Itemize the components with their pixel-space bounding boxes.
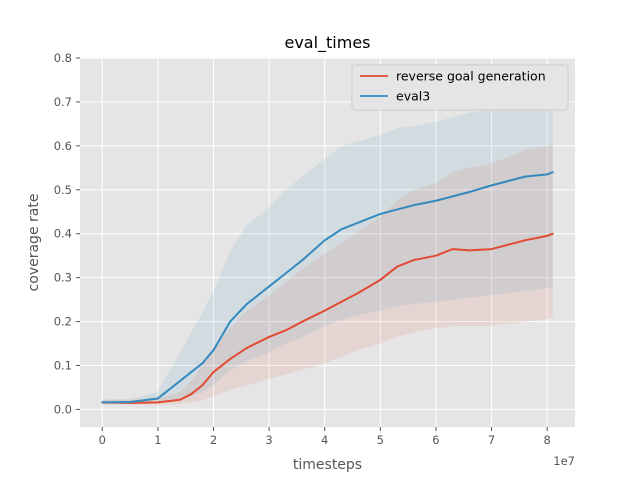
point-reverse-goal-generation [551,232,554,235]
point-eval3 [435,199,437,202]
point-eval3 [524,175,526,178]
legend-frame [351,64,569,111]
chart-title: eval_times [284,33,370,53]
legend: reverse goal generation eval3 [351,64,569,111]
y-tick-label: 0.5 [54,183,72,197]
point-reverse-goal-generation [229,358,232,360]
point-eval3 [168,388,170,391]
point-reverse-goal-generation [268,336,270,338]
x-axis-label: timesteps [293,457,362,473]
point-eval3 [301,259,304,261]
x-tick-label: 0 [99,433,106,447]
point-reverse-goal-generation [156,401,159,404]
point-reverse-goal-generation [412,259,415,261]
point-reverse-goal-generation [524,239,526,242]
point-eval3 [101,401,104,404]
x-tick-label: 1 [154,433,161,447]
y-tick-label: 0.4 [54,227,72,241]
point-reverse-goal-generation [190,393,193,395]
point-eval3 [507,180,510,182]
x-tick-label: 7 [488,433,495,447]
point-eval3 [357,221,359,224]
point-reverse-goal-generation [507,243,510,246]
y-axis-ticks: 0.0 0.1 0.2 0.3 0.4 0.5 0.6 0.7 0.8 [54,51,80,416]
point-eval3 [379,213,382,215]
point-reverse-goal-generation [201,384,204,387]
x-axis-ticks: 0 1 2 3 4 5 6 7 8 [99,427,551,447]
y-tick-label: 0.2 [54,315,72,329]
point-eval3 [396,208,398,211]
y-tick-label: 0.7 [54,95,72,109]
point-eval3 [412,204,415,207]
point-reverse-goal-generation [301,320,304,323]
point-reverse-goal-generation [468,249,471,252]
point-eval3 [468,191,471,193]
point-eval3 [190,371,193,373]
legend-label-eval3: eval3 [396,89,430,104]
x-tick-label: 5 [377,433,384,447]
x-tick-label: 6 [432,433,439,447]
y-tick-label: 0.0 [54,402,72,416]
x-tick-label: 4 [321,433,328,447]
y-tick-label: 0.1 [54,359,72,373]
point-reverse-goal-generation [490,248,493,250]
point-eval3 [129,401,131,403]
point-reverse-goal-generation [546,235,549,237]
point-reverse-goal-generation [435,254,437,257]
legend-label-reverse-goal-generation: reverse goal generation [396,69,546,84]
point-eval3 [490,184,493,187]
point-eval3 [156,397,159,400]
y-tick-label: 0.6 [54,139,72,153]
point-eval3 [551,171,554,174]
point-reverse-goal-generation [451,248,454,250]
point-eval3 [179,379,182,382]
point-reverse-goal-generation [179,398,182,401]
point-reverse-goal-generation [284,329,287,332]
point-reverse-goal-generation [212,371,215,373]
point-eval3 [201,362,204,365]
point-reverse-goal-generation [340,300,343,303]
point-eval3 [284,272,287,275]
x-axis-offset-text: 1e7 [553,454,575,468]
band-eval3 [102,97,553,405]
point-eval3 [245,303,248,305]
line-reverse-goal-generation [102,232,554,404]
x-tick-label: 2 [210,433,217,447]
confidence-bands [102,97,553,406]
y-tick-label: 0.8 [54,51,72,65]
x-tick-label: 3 [265,433,272,447]
y-axis-label: coverage rate [26,194,42,292]
series-lines [101,171,554,404]
point-eval3 [451,195,454,198]
x-tick-label: 8 [544,433,551,447]
point-reverse-goal-generation [396,265,398,268]
point-eval3 [268,285,270,288]
point-reverse-goal-generation [379,278,382,281]
point-eval3 [323,239,326,242]
point-reverse-goal-generation [357,292,359,294]
point-eval3 [212,349,215,352]
point-eval3 [229,320,232,323]
point-reverse-goal-generation [245,347,248,349]
point-reverse-goal-generation [323,309,326,312]
y-tick-label: 0.3 [54,271,72,285]
point-eval3 [340,228,343,231]
point-eval3 [546,173,549,176]
band-reverse-goal-generation [102,143,553,406]
